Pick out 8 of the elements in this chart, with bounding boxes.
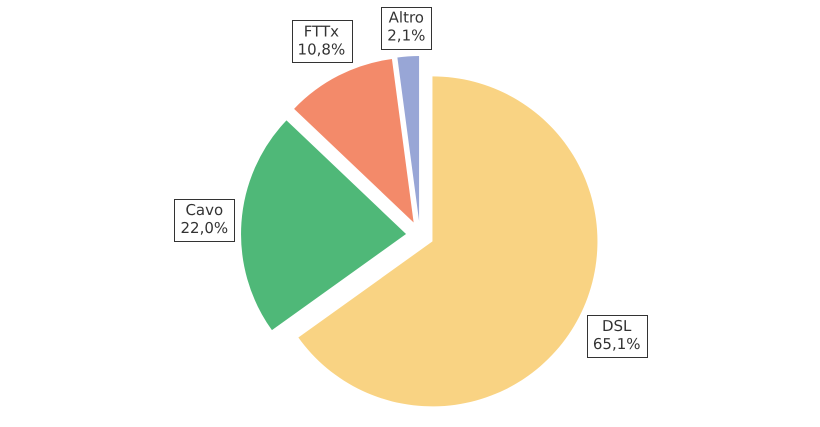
data-label: 2,1%: [387, 26, 426, 45]
slice-label: Altro: [388, 8, 424, 27]
slice-label: FTTx: [304, 22, 340, 40]
data-label: 22,0%: [180, 218, 228, 237]
slice-label: DSL: [602, 316, 632, 335]
data-label: 65,1%: [592, 334, 641, 353]
data-label: 10,8%: [298, 40, 346, 58]
slice-label: Cavo: [185, 200, 224, 219]
